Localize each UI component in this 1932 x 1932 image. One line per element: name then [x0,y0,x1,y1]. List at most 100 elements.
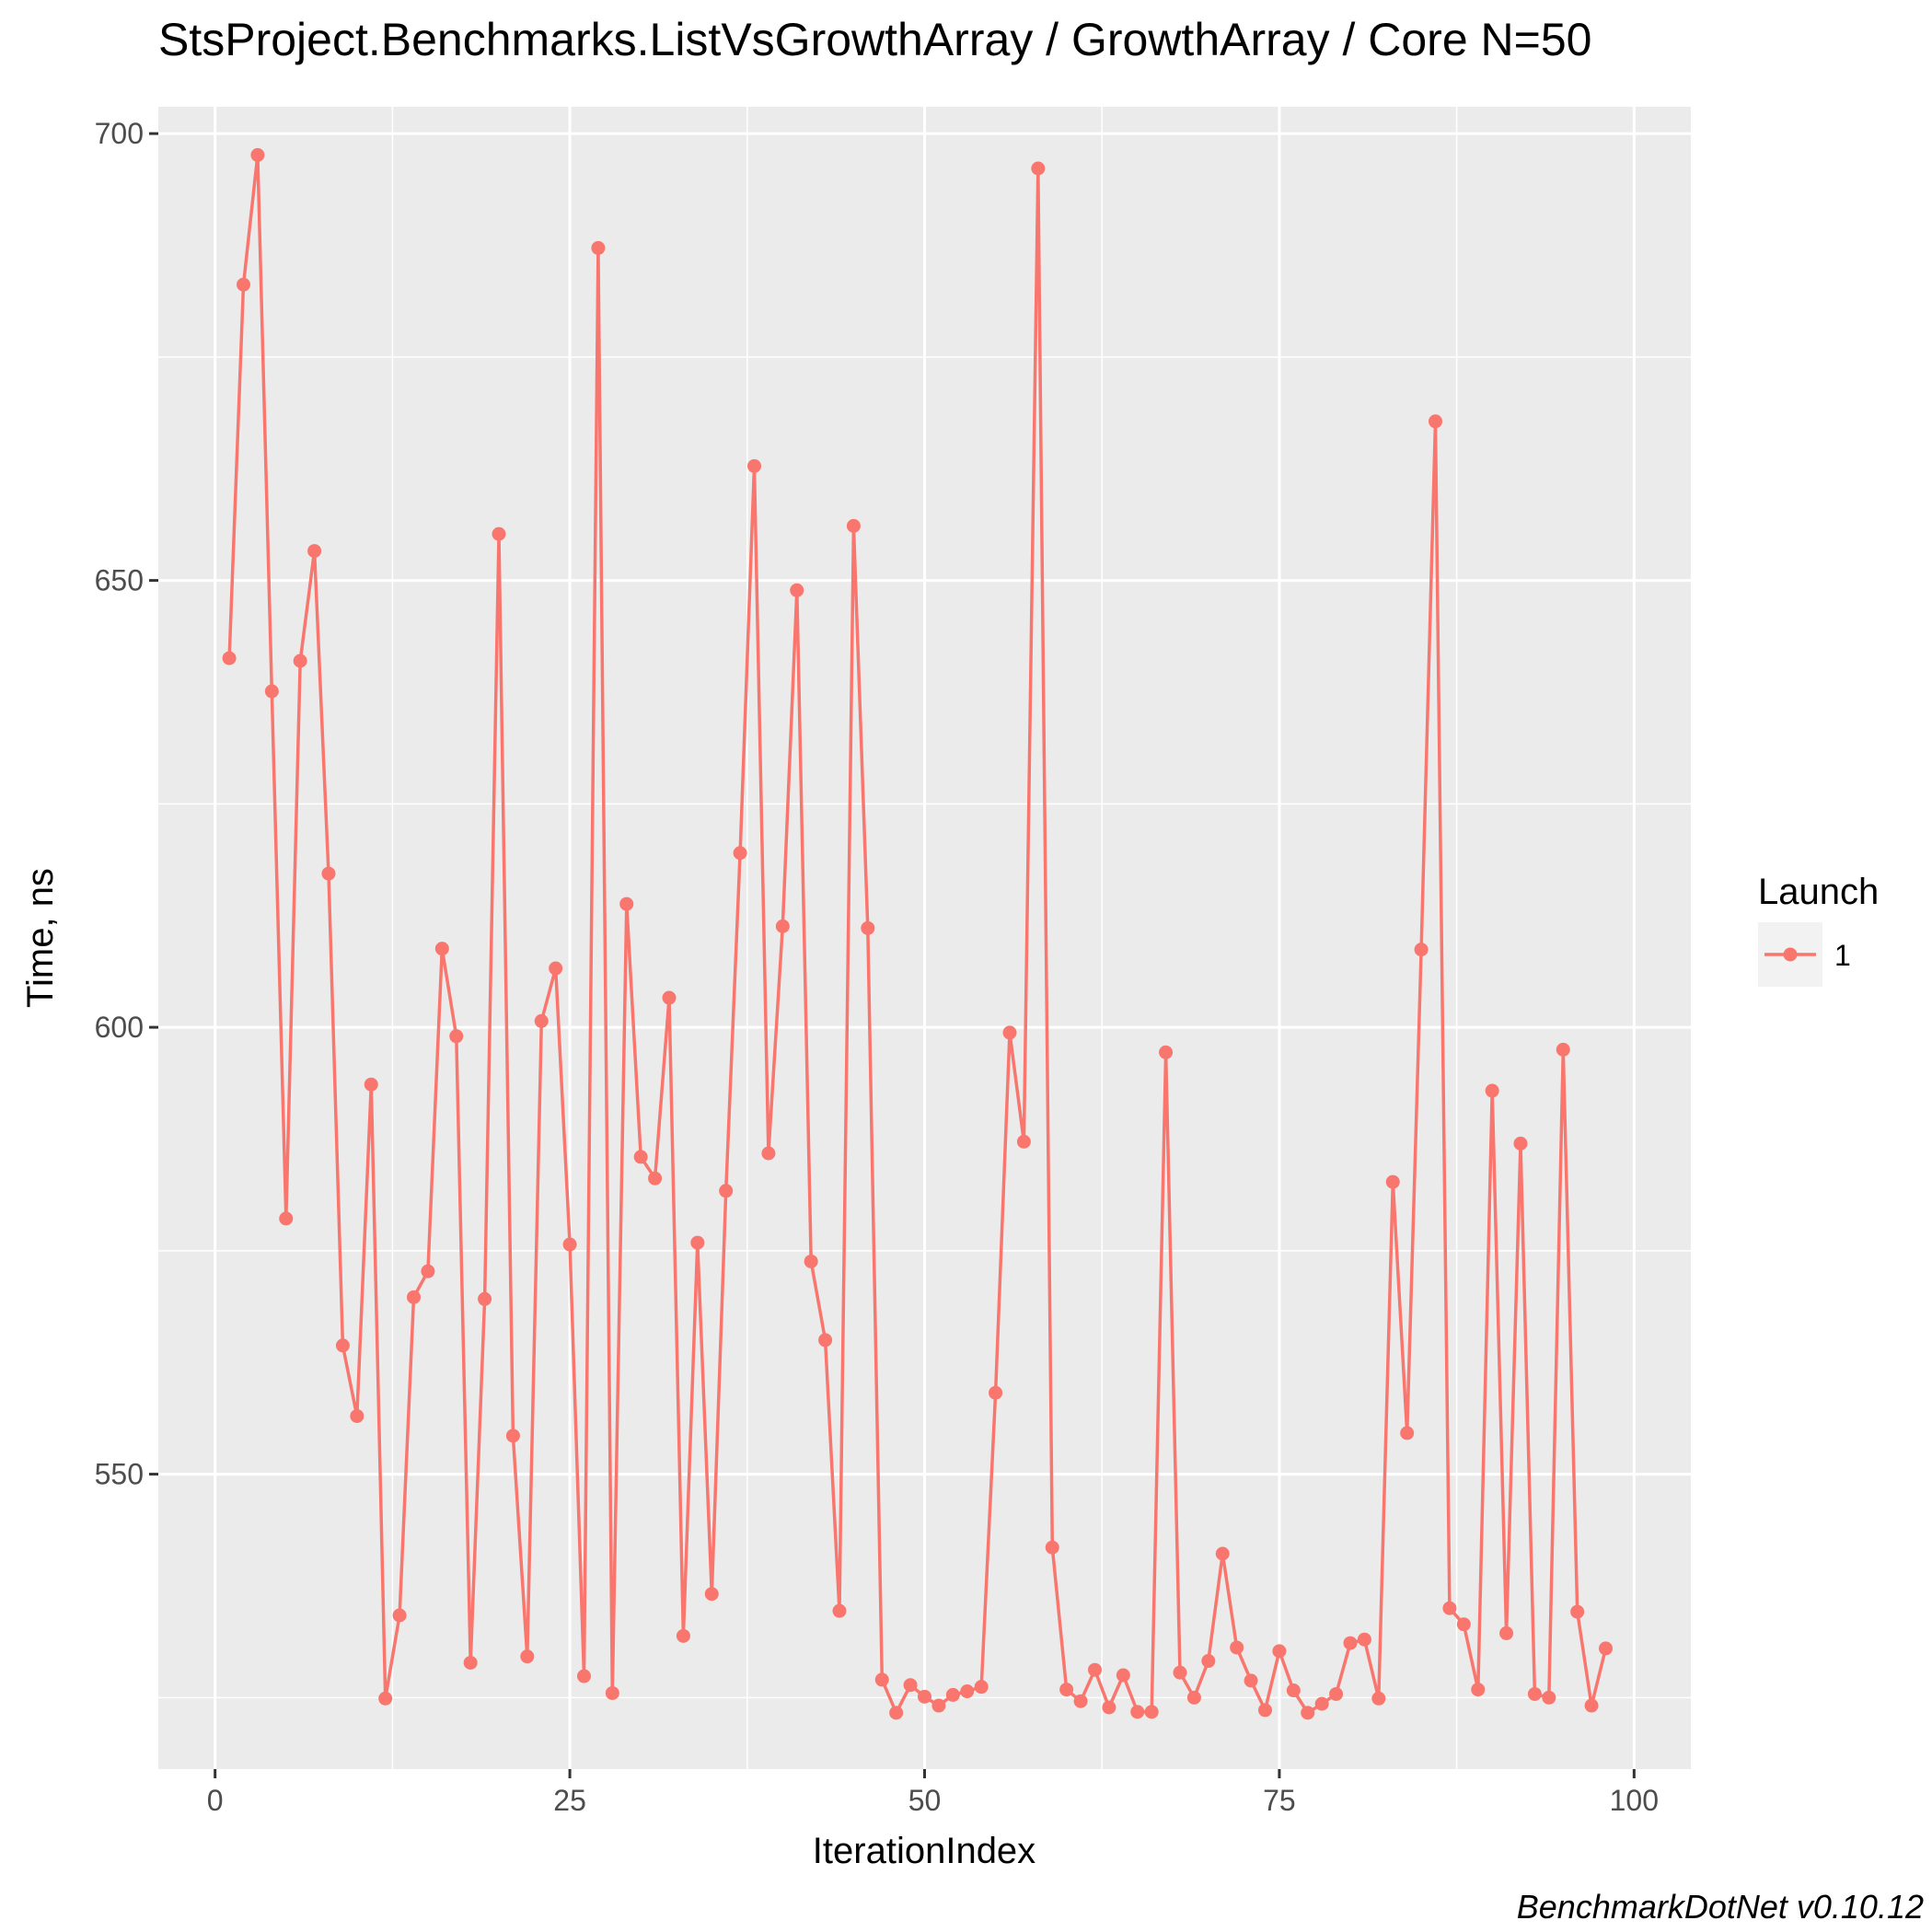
data-point [505,1429,520,1443]
data-point [619,897,634,911]
data-point [648,1171,663,1186]
data-point [591,240,606,255]
data-point [421,1264,435,1278]
data-point [1513,1136,1528,1151]
series-layer [222,147,1613,1720]
data-point [1456,1617,1471,1632]
y-tick-label: 700 [95,117,144,150]
data-point [350,1408,364,1423]
data-point [945,1687,960,1702]
chart-title: StsProject.Benchmarks.ListVsGrowthArray … [158,14,1591,65]
data-point [449,1029,464,1044]
data-point [1400,1426,1415,1440]
data-point [264,684,279,699]
data-point [804,1254,818,1268]
data-point [1542,1690,1556,1705]
x-axis-title: IterationIndex [813,1831,1035,1871]
data-point [1385,1174,1400,1189]
data-point [1599,1641,1613,1656]
data-point [1059,1683,1074,1697]
data-point [463,1655,478,1670]
data-point [1442,1601,1457,1615]
data-point [633,1150,648,1164]
y-tick-label: 600 [95,1011,144,1044]
data-point [846,518,861,533]
data-point [1499,1625,1514,1640]
data-point [1429,414,1442,429]
legend-label-1: 1 [1834,939,1851,972]
data-point [1343,1636,1358,1650]
data-point [676,1628,690,1643]
data-point [1258,1703,1272,1718]
data-point [1230,1640,1244,1655]
data-point [931,1698,946,1713]
data-point [250,147,265,162]
series-line-1 [227,153,1608,1715]
data-point [1485,1083,1499,1098]
data-point [1329,1686,1344,1701]
data-point [861,920,875,935]
data-point [605,1685,619,1700]
data-point [222,651,237,665]
x-tick-label: 100 [1610,1784,1659,1817]
x-axis: 0 25 50 75 100 [207,1769,1659,1817]
data-point [1286,1683,1301,1698]
x-tick-label: 0 [207,1784,224,1817]
data-point [761,1146,776,1161]
data-point [1102,1700,1116,1715]
x-tick-label: 50 [908,1784,942,1817]
legend-title: Launch [1758,872,1879,912]
data-point [874,1672,889,1687]
data-point [690,1235,705,1250]
data-point [1570,1604,1585,1619]
data-point [1201,1654,1216,1669]
data-point [392,1608,407,1623]
data-point [534,1013,549,1028]
data-point [293,654,307,668]
grid-major [158,107,1691,1769]
data-point [1314,1696,1329,1711]
data-point [407,1290,421,1304]
data-point [889,1706,904,1720]
data-point [1215,1546,1230,1561]
data-point [989,1385,1003,1400]
data-point [279,1211,294,1226]
data-point [1016,1134,1031,1149]
data-point [1159,1045,1174,1059]
data-point [1045,1540,1059,1555]
data-point [832,1603,847,1618]
data-point [903,1678,918,1693]
data-point [747,458,761,473]
data-point [1244,1673,1258,1688]
data-point [364,1077,378,1092]
data-point [562,1237,577,1252]
data-point [1088,1662,1102,1677]
data-point [1002,1025,1017,1040]
data-point [960,1684,975,1699]
data-point [1173,1665,1187,1680]
legend-key-point [1783,947,1798,962]
data-point [1073,1694,1088,1708]
data-point [335,1338,350,1353]
data-point [1301,1706,1315,1720]
data-point [1584,1698,1599,1713]
y-tick-label: 550 [95,1458,144,1491]
data-point [704,1587,719,1602]
data-point [1414,943,1429,957]
data-point [492,526,506,541]
data-point [818,1333,833,1348]
data-point [1371,1691,1386,1706]
data-point [719,1184,734,1198]
y-axis-title: Time, ns [20,868,61,1008]
data-point [974,1680,989,1695]
data-point [1186,1690,1201,1705]
data-point [520,1649,535,1664]
data-point [307,544,322,559]
caption: BenchmarkDotNet v0.10.12 [1517,1888,1924,1926]
x-tick-label: 25 [553,1784,586,1817]
data-point [1471,1683,1486,1697]
data-point [378,1691,393,1706]
data-point [1272,1644,1287,1659]
y-axis: 550 600 650 700 [95,117,158,1491]
